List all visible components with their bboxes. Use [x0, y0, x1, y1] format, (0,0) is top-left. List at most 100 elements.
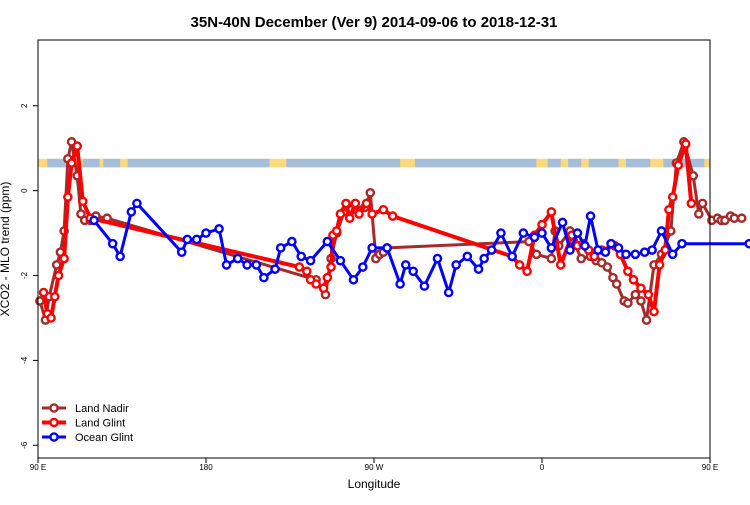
data-point-land-nadir: [729, 213, 740, 224]
data-point-ocean-glint: [115, 251, 125, 262]
data-point-land-glint: [546, 207, 557, 217]
data-point-ocean-glint: [335, 255, 346, 266]
legend-item-ocean-glint: Ocean Glint: [42, 432, 133, 444]
data-point-ocean-glint: [367, 243, 377, 253]
data-point-land-glint: [63, 192, 73, 202]
data-point-ocean-glint: [270, 264, 280, 274]
data-point-land-glint: [686, 198, 697, 209]
data-point-land-glint: [66, 158, 77, 168]
data-point-land-glint: [294, 262, 305, 272]
x-tick-label: 90 E: [702, 463, 718, 472]
data-point-land-glint: [673, 160, 684, 170]
land-ocean-band: [38, 158, 710, 168]
data-point-land-nadir: [641, 315, 652, 325]
x-tick-label: 180: [199, 463, 213, 472]
series-layer: [35, 137, 750, 325]
data-point-land-glint: [522, 266, 532, 277]
data-point-ocean-glint: [322, 236, 333, 247]
band-ocean-segment: [588, 158, 619, 168]
x-axis-label: Longitude: [348, 477, 401, 491]
data-point-land-glint: [660, 245, 671, 255]
x-tick-label: 90 E: [30, 463, 46, 472]
data-point-land-nadir: [602, 262, 613, 272]
data-point-land-nadir: [736, 213, 747, 224]
data-point-land-glint: [311, 279, 321, 289]
legend: Land Nadir Land Glint Ocean Glint: [42, 403, 133, 444]
chart-title: 35N-40N December (Ver 9) 2014-09-06 to 2…: [191, 14, 558, 31]
data-point-land-glint: [78, 196, 88, 207]
band-ocean-segment: [415, 158, 537, 168]
data-point-ocean-glint: [107, 238, 118, 249]
data-point-ocean-glint: [656, 226, 667, 236]
data-point-land-glint: [326, 262, 336, 272]
data-point-ocean-glint: [473, 264, 484, 274]
data-point-land-nadir: [576, 253, 587, 264]
band-ocean-segment: [286, 158, 401, 168]
data-point-land-glint: [335, 209, 346, 219]
legend-label-land-glint: Land Glint: [75, 418, 125, 430]
data-point-ocean-glint: [585, 211, 596, 221]
data-point-ocean-glint: [221, 260, 232, 270]
data-point-land-glint: [341, 198, 351, 209]
data-point-land-nadir: [35, 296, 45, 306]
data-point-land-glint: [628, 274, 639, 285]
data-point-ocean-glint: [176, 247, 187, 257]
legend-label-ocean-glint: Ocean Glint: [75, 432, 133, 444]
data-point-ocean-glint: [518, 228, 529, 238]
data-point-ocean-glint: [537, 228, 547, 238]
data-point-land-nadir: [623, 298, 633, 308]
band-ocean-segment: [568, 158, 582, 168]
data-point-ocean-glint: [600, 247, 611, 257]
legend-marker-land-glint: [49, 417, 59, 428]
data-point-land-glint: [667, 192, 678, 202]
data-point-ocean-glint: [621, 249, 631, 260]
legend-marker-land-nadir: [49, 403, 59, 413]
data-point-land-glint: [53, 270, 64, 281]
data-point-ocean-glint: [580, 241, 590, 251]
data-point-ocean-glint: [677, 238, 687, 249]
data-point-ocean-glint: [201, 228, 211, 238]
band-ocean-segment: [103, 158, 121, 168]
x-axis: 90 E 180 90 W 0 90 E: [30, 458, 718, 472]
data-point-land-nadir: [636, 296, 646, 306]
x-tick-label: 0: [540, 463, 545, 472]
data-point-land-glint: [654, 260, 665, 270]
data-point-land-glint: [367, 209, 377, 219]
data-point-land-glint: [537, 219, 547, 230]
data-point-land-nadir: [611, 279, 622, 289]
data-point-ocean-glint: [613, 243, 624, 253]
y-tick-label: -4: [20, 356, 29, 364]
data-point-ocean-glint: [400, 260, 411, 270]
data-point-ocean-glint: [529, 232, 540, 243]
data-point-land-glint: [50, 291, 60, 302]
data-point-ocean-glint: [630, 249, 641, 260]
data-point-ocean-glint: [89, 215, 99, 226]
data-point-ocean-glint: [647, 245, 657, 255]
data-point-ocean-glint: [443, 287, 454, 298]
data-point-ocean-glint: [557, 217, 568, 228]
data-point-land-glint: [46, 313, 56, 323]
data-point-ocean-glint: [382, 243, 392, 253]
data-point-land-glint: [301, 266, 312, 277]
data-point-ocean-glint: [214, 224, 224, 234]
legend-marker-ocean-glint: [49, 432, 59, 442]
legend-item-land-glint: Land Glint: [42, 418, 125, 430]
data-point-ocean-glint: [132, 198, 142, 209]
data-point-land-glint: [387, 211, 398, 221]
data-point-ocean-glint: [432, 253, 443, 264]
data-point-land-nadir: [546, 253, 557, 264]
data-point-ocean-glint: [507, 251, 517, 262]
data-point-land-glint: [72, 141, 82, 151]
band-ocean-segment: [547, 158, 561, 168]
data-point-ocean-glint: [296, 251, 307, 262]
data-point-ocean-glint: [395, 279, 405, 289]
data-point-ocean-glint: [126, 207, 137, 217]
data-point-land-glint: [38, 287, 49, 298]
data-point-land-nadir: [531, 249, 542, 260]
data-point-ocean-glint: [496, 228, 506, 238]
data-point-land-nadir: [694, 209, 704, 219]
band-ocean-segment: [663, 158, 705, 168]
data-point-land-glint: [350, 198, 361, 209]
